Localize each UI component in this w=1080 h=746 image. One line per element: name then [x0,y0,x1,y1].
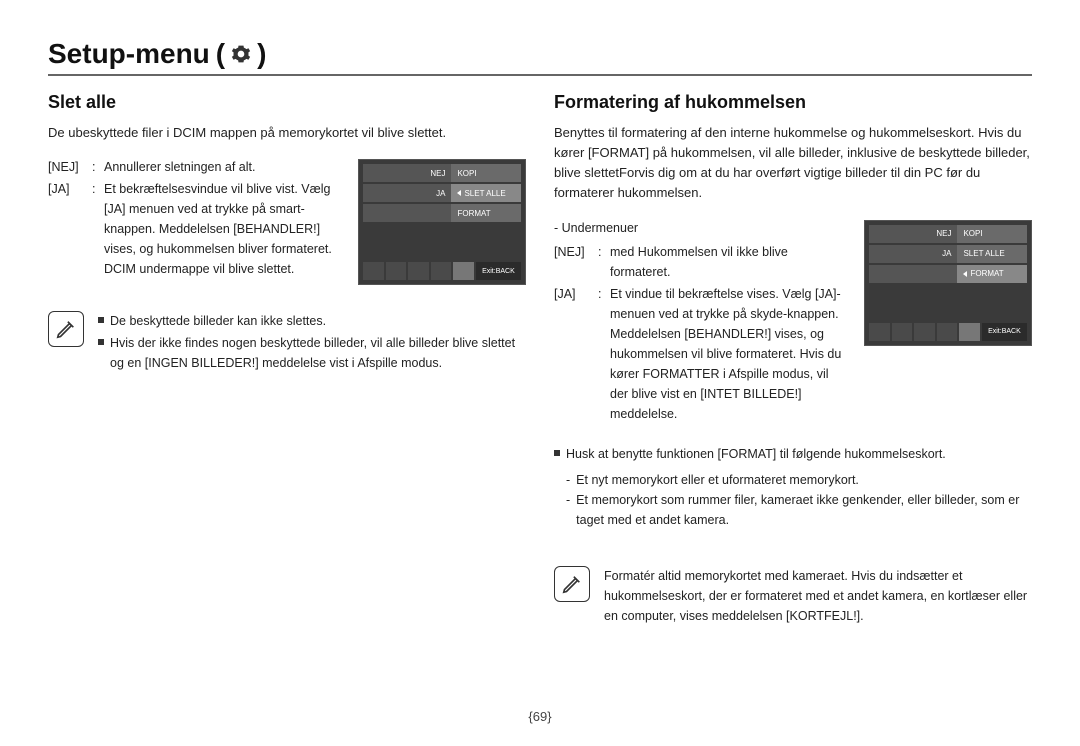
right-column: Formatering af hukommelsen Benyttes til … [554,92,1032,626]
title-paren-close: ) [257,38,266,70]
dash-text: Et memorykort som rummer filer, kameraet… [576,490,1032,530]
title-divider [48,74,1032,76]
def-row: [JA] : Et bekræftelsesvindue vil blive v… [48,179,344,279]
content-columns: Slet alle De ubeskyttede filer i DCIM ma… [48,92,1032,626]
strip-icon [869,323,890,341]
exit-label: Exit:BACK [476,262,521,280]
def-val: Annullerer sletningen af alt. [104,157,344,177]
def-key: [NEJ] [554,242,592,282]
note-icon [48,311,84,347]
strip-icon [408,262,429,280]
def-row: [NEJ] : med Hukommelsen vil ikke blive f… [554,242,850,282]
title-text: Setup-menu [48,38,210,70]
left-heading: Slet alle [48,92,526,113]
camera-menu-screenshot: NEJ KOPI JA SLET ALLE FORMAT [864,220,1032,346]
arrow-left-icon [457,190,461,196]
def-sep: : [598,284,604,424]
note-icon [554,566,590,602]
dash-item: -Et memorykort som rummer filer, kamerae… [566,490,1032,530]
menu-cell-right: FORMAT [957,265,1027,283]
menu-cell-right: KOPI [957,225,1027,243]
menu-row: NEJ KOPI [363,164,521,182]
right-note-text: Formatér altid memorykortet med kameraet… [604,566,1032,626]
strip-icon [937,323,958,341]
gear-icon [231,44,251,64]
left-def-list: [NEJ] : Annullerer sletningen af alt. [J… [48,157,344,285]
menu-row: JA SLET ALLE [869,245,1027,263]
def-val: Et vindue til bekræftelse vises. Vælg [J… [610,284,850,424]
def-row: [JA] : Et vindue til bekræftelse vises. … [554,284,850,424]
def-key: [NEJ] [48,157,86,177]
page-title: Setup-menu ( ) [48,38,1032,70]
right-tip-block: Husk at benytte funktionen [FORMAT] til … [554,444,1032,530]
menu-cell-right: FORMAT [451,204,521,222]
menu-cell-left: NEJ [869,225,957,243]
square-bullet-icon [554,450,560,456]
menu-row: FORMAT [363,204,521,222]
def-val: med Hukommelsen vil ikke blive formatere… [610,242,850,282]
menu-cell-left: JA [363,184,451,202]
left-column: Slet alle De ubeskyttede filer i DCIM ma… [48,92,526,626]
strip-icon [363,262,384,280]
dash-item: -Et nyt memorykort eller et uformateret … [566,470,1032,490]
right-def-block: - Undermenuer [NEJ] : med Hukommelsen vi… [554,218,1032,426]
strip-icon [914,323,935,341]
note-text: Hvis der ikke findes nogen beskyttede bi… [110,333,526,373]
def-sep: : [598,242,604,282]
strip-icon-active [453,262,474,280]
left-intro: De ubeskyttede filer i DCIM mappen på me… [48,123,526,143]
right-def-list: - Undermenuer [NEJ] : med Hukommelsen vi… [554,218,850,426]
dash-icon: - [566,490,570,530]
def-sep: : [92,179,98,279]
note-item: De beskyttede billeder kan ikke slettes. [98,311,526,331]
document-page: Setup-menu ( ) Slet alle De ubeskyttede … [0,0,1080,746]
right-note-block: Formatér altid memorykortet med kameraet… [554,566,1032,626]
menu-cell-right: SLET ALLE [451,184,521,202]
page-number: {69} [528,709,551,724]
menu-row-selected: FORMAT [869,265,1027,283]
menu-row: NEJ KOPI [869,225,1027,243]
menu-cell-right: SLET ALLE [957,245,1027,263]
menu-cell-left [363,204,451,222]
title-paren-open: ( [216,38,225,70]
left-note-block: De beskyttede billeder kan ikke slettes.… [48,311,526,375]
strip-icon [386,262,407,280]
tip-head-text: Husk at benytte funktionen [FORMAT] til … [566,444,946,464]
strip-icon [892,323,913,341]
def-sep: : [92,157,98,177]
menu-cell-left: JA [869,245,957,263]
submenus-label: - Undermenuer [554,218,850,238]
arrow-left-icon [963,271,967,277]
dash-list: -Et nyt memorykort eller et uformateret … [566,470,1032,530]
camera-menu-screenshot: NEJ KOPI JA SLET ALLE FORMAT [358,159,526,285]
tip-head: Husk at benytte funktionen [FORMAT] til … [554,444,1032,464]
square-bullet-icon [98,339,104,345]
def-val: Et bekræftelsesvindue vil blive vist. Væ… [104,179,344,279]
square-bullet-icon [98,317,104,323]
strip-icon-active [959,323,980,341]
exit-label: Exit:BACK [982,323,1027,341]
def-key: [JA] [48,179,86,279]
menu-rows: NEJ KOPI JA SLET ALLE FORMAT [869,225,1027,285]
icon-strip: Exit:BACK [869,323,1027,341]
left-def-block: [NEJ] : Annullerer sletningen af alt. [J… [48,157,526,285]
menu-cell-right: KOPI [451,164,521,182]
menu-row-selected: JA SLET ALLE [363,184,521,202]
def-row: [NEJ] : Annullerer sletningen af alt. [48,157,344,177]
dash-icon: - [566,470,570,490]
strip-icon [431,262,452,280]
dash-text: Et nyt memorykort eller et uformateret m… [576,470,859,490]
note-text: De beskyttede billeder kan ikke slettes. [110,311,326,331]
right-intro: Benyttes til formatering af den interne … [554,123,1032,204]
menu-rows: NEJ KOPI JA SLET ALLE FORMAT [363,164,521,224]
menu-cell-left: NEJ [363,164,451,182]
icon-strip: Exit:BACK [363,262,521,280]
note-item: Hvis der ikke findes nogen beskyttede bi… [98,333,526,373]
def-key: [JA] [554,284,592,424]
right-heading: Formatering af hukommelsen [554,92,1032,113]
menu-cell-left [869,265,957,283]
left-note-list: De beskyttede billeder kan ikke slettes.… [98,311,526,375]
